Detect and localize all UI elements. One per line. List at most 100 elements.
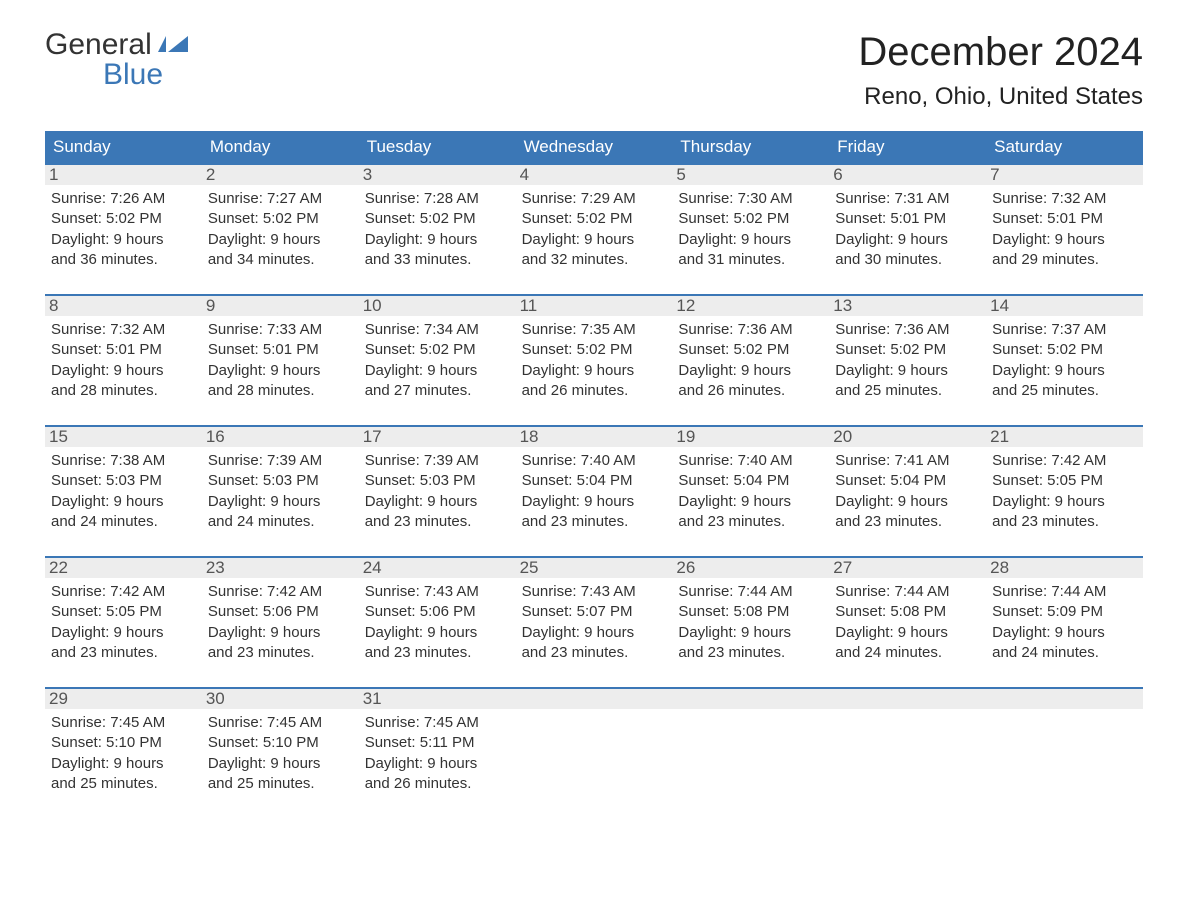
day-content: Sunrise: 7:41 AMSunset: 5:04 PMDaylight:… <box>835 451 980 532</box>
sunrise-text: Sunrise: 7:27 AM <box>208 189 353 209</box>
day-number: 7 <box>986 165 1143 185</box>
sunrise-text: Sunrise: 7:35 AM <box>522 320 667 340</box>
day-number: 18 <box>516 427 673 447</box>
day-content: Sunrise: 7:29 AMSunset: 5:02 PMDaylight:… <box>522 189 667 270</box>
sunrise-text: Sunrise: 7:42 AM <box>208 582 353 602</box>
sunrise-text: Sunrise: 7:36 AM <box>678 320 823 340</box>
month-title: December 2024 <box>858 30 1143 75</box>
sunrise-text: Sunrise: 7:43 AM <box>365 582 510 602</box>
day-number: 17 <box>359 427 516 447</box>
daylight-text: and 33 minutes. <box>365 250 510 270</box>
day-number: 5 <box>672 165 829 185</box>
daylight-text: and 31 minutes. <box>678 250 823 270</box>
daylight-text: Daylight: 9 hours <box>365 492 510 512</box>
calendar-day: 10 Sunrise: 7:34 AMSunset: 5:02 PMDayligh… <box>359 296 516 407</box>
day-number: 29 <box>45 689 202 709</box>
daylight-text: Daylight: 9 hours <box>365 361 510 381</box>
day-number-empty <box>516 689 673 709</box>
daylight-text: Daylight: 9 hours <box>208 754 353 774</box>
daylight-text: and 23 minutes. <box>835 512 980 532</box>
day-content: Sunrise: 7:34 AMSunset: 5:02 PMDaylight:… <box>365 320 510 401</box>
weekday-header: Sunday <box>45 131 202 163</box>
sunrise-text: Sunrise: 7:44 AM <box>835 582 980 602</box>
sunrise-text: Sunrise: 7:33 AM <box>208 320 353 340</box>
day-number: 6 <box>829 165 986 185</box>
sunset-text: Sunset: 5:04 PM <box>835 471 980 491</box>
calendar-day: 13Sunrise: 7:36 AMSunset: 5:02 PMDayligh… <box>829 296 986 407</box>
sunset-text: Sunset: 5:01 PM <box>51 340 196 360</box>
logo: General Blue <box>45 30 188 90</box>
sunset-text: Sunset: 5:02 PM <box>992 340 1137 360</box>
day-number: 9 <box>202 296 359 316</box>
sunset-text: Sunset: 5:02 PM <box>835 340 980 360</box>
day-content: Sunrise: 7:44 AMSunset: 5:09 PMDaylight:… <box>992 582 1137 663</box>
day-number: 28 <box>986 558 1143 578</box>
calendar-day: 14Sunrise: 7:37 AMSunset: 5:02 PMDayligh… <box>986 296 1143 407</box>
sunrise-text: Sunrise: 7:39 AM <box>208 451 353 471</box>
calendar-day: 2Sunrise: 7:27 AMSunset: 5:02 PMDaylight… <box>202 165 359 276</box>
calendar-week: 29Sunrise: 7:45 AMSunset: 5:10 PMDayligh… <box>45 687 1143 800</box>
weekday-header: Thursday <box>672 131 829 163</box>
calendar-week: 15 Sunrise: 7:38 AMSunset: 5:03 PMDayligh… <box>45 425 1143 538</box>
day-number: 15 <box>45 427 202 447</box>
daylight-text: and 28 minutes. <box>208 381 353 401</box>
daylight-text: Daylight: 9 hours <box>522 492 667 512</box>
daylight-text: and 32 minutes. <box>522 250 667 270</box>
day-content: Sunrise: 7:45 AMSunset: 5:11 PMDaylight:… <box>365 713 510 794</box>
sunset-text: Sunset: 5:02 PM <box>365 209 510 229</box>
page-header: General Blue December 2024 Reno, Ohio, U… <box>45 30 1143 111</box>
day-number: 19 <box>672 427 829 447</box>
sunrise-text: Sunrise: 7:45 AM <box>208 713 353 733</box>
daylight-text: Daylight: 9 hours <box>208 230 353 250</box>
calendar-day: 9Sunrise: 7:33 AMSunset: 5:01 PMDaylight… <box>202 296 359 407</box>
day-number: 23 <box>202 558 359 578</box>
daylight-text: Daylight: 9 hours <box>992 361 1137 381</box>
sunrise-text: Sunrise: 7:40 AM <box>522 451 667 471</box>
sunrise-text: Sunrise: 7:30 AM <box>678 189 823 209</box>
day-number-empty <box>829 689 986 709</box>
sunrise-text: Sunrise: 7:44 AM <box>992 582 1137 602</box>
day-number: 13 <box>829 296 986 316</box>
daylight-text: and 24 minutes. <box>51 512 196 532</box>
day-content: Sunrise: 7:26 AMSunset: 5:02 PMDaylight:… <box>51 189 196 270</box>
daylight-text: and 25 minutes. <box>51 774 196 794</box>
day-number: 20 <box>829 427 986 447</box>
calendar-day: 12Sunrise: 7:36 AMSunset: 5:02 PMDayligh… <box>672 296 829 407</box>
day-number: 3 <box>359 165 516 185</box>
weekday-header-row: SundayMondayTuesdayWednesdayThursdayFrid… <box>45 131 1143 163</box>
day-content: Sunrise: 7:38 AMSunset: 5:03 PMDaylight:… <box>51 451 196 532</box>
day-number: 11 <box>516 296 673 316</box>
daylight-text: and 29 minutes. <box>992 250 1137 270</box>
calendar-day: 17 Sunrise: 7:39 AMSunset: 5:03 PMDayligh… <box>359 427 516 538</box>
calendar-day: 6 Sunrise: 7:31 AMSunset: 5:01 PMDaylight… <box>829 165 986 276</box>
daylight-text: and 26 minutes. <box>678 381 823 401</box>
calendar-day: 19Sunrise: 7:40 AMSunset: 5:04 PMDayligh… <box>672 427 829 538</box>
calendar-day: 30Sunrise: 7:45 AMSunset: 5:10 PMDayligh… <box>202 689 359 800</box>
day-content: Sunrise: 7:32 AMSunset: 5:01 PMDaylight:… <box>51 320 196 401</box>
day-number: 14 <box>986 296 1143 316</box>
weekday-header: Friday <box>829 131 986 163</box>
daylight-text: Daylight: 9 hours <box>522 230 667 250</box>
logo-text-1: General <box>45 30 152 60</box>
day-content: Sunrise: 7:31 AMSunset: 5:01 PMDaylight:… <box>835 189 980 270</box>
daylight-text: and 25 minutes. <box>835 381 980 401</box>
sunrise-text: Sunrise: 7:42 AM <box>51 582 196 602</box>
weekday-header: Monday <box>202 131 359 163</box>
day-content: Sunrise: 7:39 AMSunset: 5:03 PMDaylight:… <box>365 451 510 532</box>
day-number: 30 <box>202 689 359 709</box>
daylight-text: and 25 minutes. <box>208 774 353 794</box>
calendar-day: 24Sunrise: 7:43 AMSunset: 5:06 PMDayligh… <box>359 558 516 669</box>
day-number-empty <box>672 689 829 709</box>
sunset-text: Sunset: 5:09 PM <box>992 602 1137 622</box>
calendar-day: 1Sunrise: 7:26 AMSunset: 5:02 PMDaylight… <box>45 165 202 276</box>
sunset-text: Sunset: 5:01 PM <box>835 209 980 229</box>
daylight-text: and 23 minutes. <box>365 512 510 532</box>
daylight-text: and 36 minutes. <box>51 250 196 270</box>
day-number: 10 <box>359 296 516 316</box>
sunset-text: Sunset: 5:03 PM <box>208 471 353 491</box>
calendar-week: 1Sunrise: 7:26 AMSunset: 5:02 PMDaylight… <box>45 163 1143 276</box>
sunrise-text: Sunrise: 7:36 AM <box>835 320 980 340</box>
day-number-empty <box>986 689 1143 709</box>
calendar-day: 20 Sunrise: 7:41 AMSunset: 5:04 PMDayligh… <box>829 427 986 538</box>
calendar-day: 29Sunrise: 7:45 AMSunset: 5:10 PMDayligh… <box>45 689 202 800</box>
